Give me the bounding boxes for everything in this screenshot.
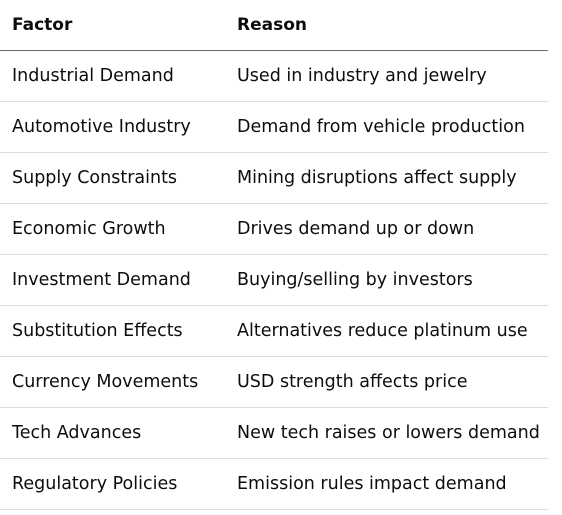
table-row: Industrial Demand Used in industry and j… — [0, 50, 548, 102]
reason-cell: Drives demand up or down — [225, 203, 548, 255]
table-row: Supply Constraints Mining disruptions af… — [0, 152, 548, 204]
reason-cell: Buying/selling by investors — [225, 254, 548, 306]
factor-reason-table: Factor Reason Industrial Demand Used in … — [0, 0, 548, 510]
table-row: Economic Growth Drives demand up or down — [0, 203, 548, 255]
column-header-factor: Factor — [0, 0, 225, 51]
factor-cell: Regulatory Policies — [0, 458, 225, 510]
table-row: Currency Movements USD strength affects … — [0, 356, 548, 408]
table-row: Substitution Effects Alternatives reduce… — [0, 305, 548, 357]
factor-cell: Industrial Demand — [0, 50, 225, 102]
table-row: Regulatory Policies Emission rules impac… — [0, 458, 548, 510]
factor-cell: Investment Demand — [0, 254, 225, 306]
reason-cell: Mining disruptions affect supply — [225, 152, 548, 204]
table-row: Tech Advances New tech raises or lowers … — [0, 407, 548, 459]
reason-cell: Emission rules impact demand — [225, 458, 548, 510]
table-row: Investment Demand Buying/selling by inve… — [0, 254, 548, 306]
factor-cell: Economic Growth — [0, 203, 225, 255]
column-header-reason: Reason — [225, 0, 548, 51]
reason-cell: USD strength affects price — [225, 356, 548, 408]
factor-cell: Automotive Industry — [0, 101, 225, 153]
factor-cell: Currency Movements — [0, 356, 225, 408]
factor-cell: Tech Advances — [0, 407, 225, 459]
reason-cell: New tech raises or lowers demand — [225, 407, 548, 459]
table-header-row: Factor Reason — [0, 0, 548, 51]
reason-cell: Alternatives reduce platinum use — [225, 305, 548, 357]
reason-cell: Used in industry and jewelry — [225, 50, 548, 102]
factor-cell: Substitution Effects — [0, 305, 225, 357]
table-row: Automotive Industry Demand from vehicle … — [0, 101, 548, 153]
reason-cell: Demand from vehicle production — [225, 101, 548, 153]
factor-cell: Supply Constraints — [0, 152, 225, 204]
